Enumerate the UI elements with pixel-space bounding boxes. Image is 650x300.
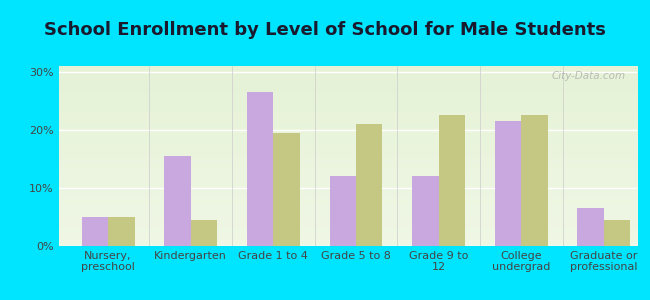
Bar [439, 116, 465, 246]
Text: School Enrollment by Level of School for Male Students: School Enrollment by Level of School for… [44, 21, 606, 39]
Bar [82, 217, 108, 246]
Bar [577, 208, 604, 246]
Bar [108, 217, 135, 246]
Bar [274, 133, 300, 246]
Bar [330, 176, 356, 246]
Bar [495, 121, 521, 246]
Bar [356, 124, 382, 246]
Bar [164, 156, 190, 246]
Bar [521, 116, 548, 246]
Bar [604, 220, 630, 246]
Bar [412, 176, 439, 246]
Bar [190, 220, 217, 246]
Bar [247, 92, 274, 246]
Text: City-Data.com: City-Data.com [551, 71, 625, 81]
